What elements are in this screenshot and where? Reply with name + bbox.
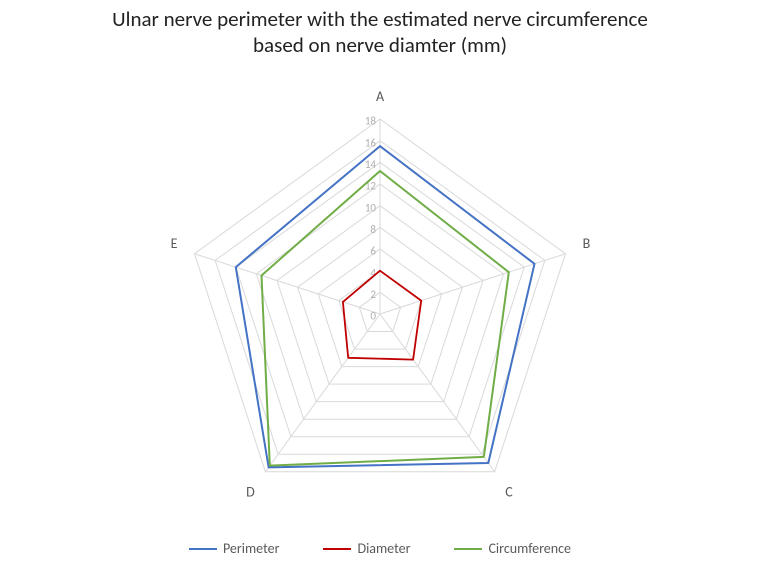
- chart-container: Ulnar nerve perimeter with the estimated…: [0, 0, 760, 569]
- svg-text:6: 6: [370, 245, 376, 258]
- legend-item-circumference: Circumference: [454, 540, 571, 557]
- svg-text:0: 0: [370, 310, 376, 323]
- legend-swatch-diameter: [323, 548, 351, 550]
- svg-text:10: 10: [365, 201, 377, 214]
- svg-text:14: 14: [365, 158, 377, 171]
- svg-text:8: 8: [370, 223, 376, 236]
- category-label-a: A: [376, 88, 385, 105]
- legend-swatch-perimeter: [189, 548, 217, 550]
- svg-text:18: 18: [365, 115, 377, 128]
- svg-text:2: 2: [370, 288, 376, 301]
- series-diameter: [343, 271, 421, 360]
- svg-text:16: 16: [365, 136, 377, 149]
- category-label-e: E: [171, 235, 178, 252]
- legend: Perimeter Diameter Circumference: [0, 540, 760, 557]
- legend-label-perimeter: Perimeter: [223, 540, 279, 557]
- radar-chart: 024681012141618ABCDE: [0, 64, 760, 524]
- legend-item-perimeter: Perimeter: [189, 540, 279, 557]
- chart-title: Ulnar nerve perimeter with the estimated…: [0, 6, 760, 59]
- legend-item-diameter: Diameter: [323, 540, 410, 557]
- category-label-d: D: [246, 484, 255, 501]
- legend-swatch-circumference: [454, 548, 482, 550]
- category-label-b: B: [583, 235, 591, 252]
- legend-label-diameter: Diameter: [357, 540, 410, 557]
- title-line-1: Ulnar nerve perimeter with the estimated…: [112, 6, 648, 32]
- title-line-2: based on nerve diamter (mm): [253, 32, 507, 58]
- category-label-c: C: [505, 484, 513, 501]
- legend-label-circumference: Circumference: [488, 540, 571, 557]
- radar-svg: 024681012141618ABCDE: [0, 64, 760, 524]
